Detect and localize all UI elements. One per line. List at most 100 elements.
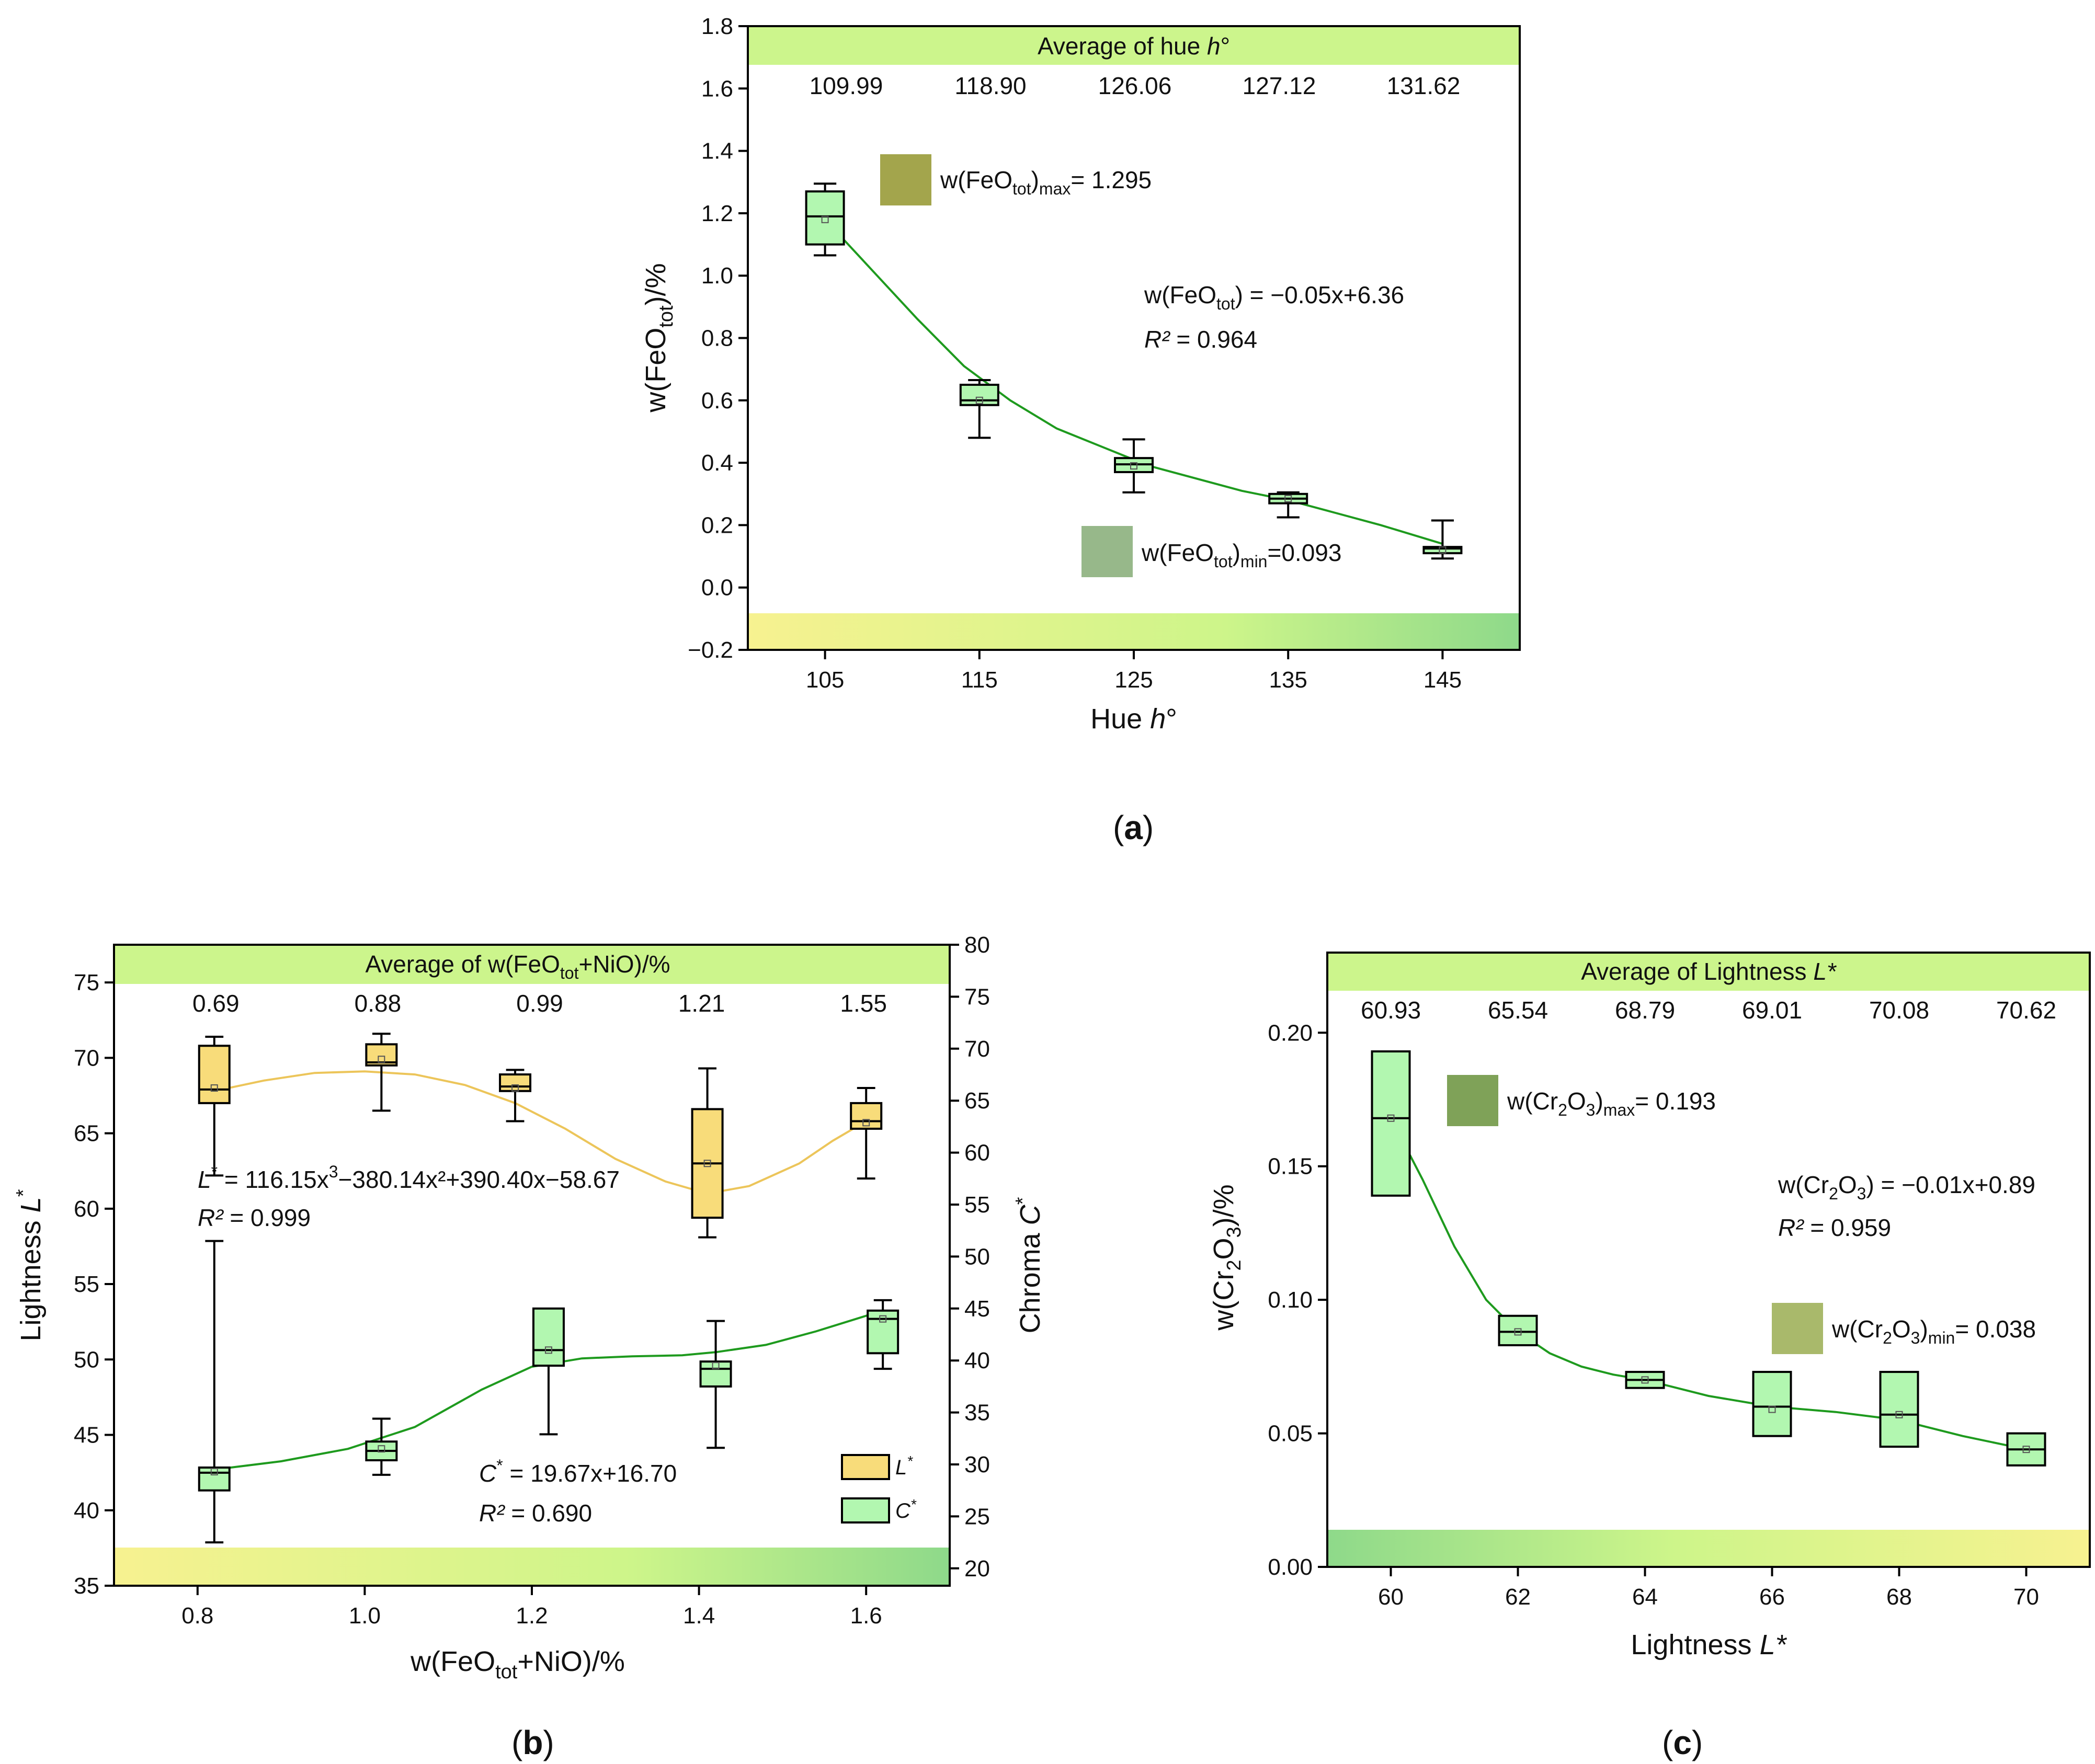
y-axis-label: w(FeOtot)/% (640, 263, 677, 413)
band-value: 0.88 (355, 990, 402, 1017)
box-plot (868, 1300, 898, 1369)
panel-label: (a) (1113, 809, 1154, 846)
band-bottom-gradient (748, 613, 1520, 650)
r-squared: R² = 0.959 (1778, 1214, 1891, 1241)
y-tick-label: 45 (74, 1423, 99, 1448)
y2-tick-label: 75 (964, 984, 990, 1010)
y2-tick-label: 35 (964, 1400, 990, 1426)
fit-line (825, 220, 1443, 544)
y2-tick-label: 40 (964, 1348, 990, 1373)
y-tick-label: 60 (74, 1196, 99, 1222)
x-tick-label: 105 (806, 667, 844, 693)
swatch-min (1081, 526, 1133, 577)
annot-min: w(Cr2O3)min= 0.038 (1831, 1315, 2036, 1347)
y2-tick-label: 20 (964, 1556, 990, 1582)
band-value: 118.90 (954, 72, 1026, 99)
box (1881, 1372, 1918, 1447)
y-tick-label: 0.0 (701, 575, 733, 601)
box-plot (2008, 1434, 2045, 1465)
box-plot (1881, 1372, 1918, 1447)
equation: w(Cr2O3) = −0.01x+0.89 (1778, 1171, 2035, 1203)
swatch-max (1447, 1075, 1498, 1126)
band-value: 126.06 (1098, 72, 1172, 99)
y-tick-label: 0.6 (701, 388, 733, 414)
box (199, 1046, 230, 1103)
x-tick-label: 70 (2013, 1584, 2039, 1610)
y2-tick-label: 25 (964, 1504, 990, 1529)
fit-line (1391, 1118, 2026, 1450)
y2-tick-label: 30 (964, 1452, 990, 1477)
y-tick-label: 1.6 (701, 76, 733, 101)
box (806, 191, 844, 244)
y-tick-label: 1.2 (701, 201, 733, 226)
box-plot (1499, 1316, 1537, 1345)
legend-swatch-l (842, 1455, 889, 1479)
x-tick-label: 64 (1632, 1584, 1658, 1610)
y-tick-label: 0.00 (1268, 1554, 1313, 1580)
x-tick-label: 145 (1424, 667, 1462, 693)
y-tick-label: 65 (74, 1121, 99, 1147)
x-tick-label: 115 (961, 667, 998, 693)
box (533, 1309, 564, 1366)
annot-min: w(FeOtot)min=0.093 (1141, 539, 1341, 571)
panel-a: Average of hue h° 109.99 118.90 126.06 127.… (640, 14, 1520, 846)
x-axis-label: w(FeOtot+NiO)/% (410, 1646, 625, 1683)
y2-tick-label: 50 (964, 1244, 990, 1269)
band-title: Average of Lightness L* (1581, 958, 1837, 985)
band-title: Average of w(FeOtot+NiO)/% (365, 950, 670, 982)
band-bottom-gradient (1327, 1530, 2090, 1567)
y2-tick-label: 45 (964, 1296, 990, 1322)
legend-label-c: C* (895, 1496, 917, 1522)
x-tick-label: 0.8 (181, 1603, 213, 1629)
band-value: 1.21 (678, 990, 725, 1017)
swatch-max (880, 154, 931, 205)
panel-c: Average of Lightness L* 60.93 65.54 68.79 6… (1208, 953, 2090, 1761)
equation-l: L* = 116.15x3−380.14x²+390.40x−58.67 (198, 1162, 620, 1193)
band-value: 1.55 (840, 990, 887, 1017)
y-tick-label: 0.20 (1268, 1020, 1313, 1046)
equation: w(FeOtot) = −0.05x+6.36 (1144, 281, 1404, 313)
legend-label-l: L* (895, 1453, 913, 1479)
x-tick-label: 68 (1886, 1584, 1912, 1610)
band-value: 131.62 (1387, 72, 1461, 99)
box-plot (1372, 1051, 1410, 1196)
x-tick-label: 1.6 (850, 1603, 882, 1629)
band-value: 70.62 (1996, 996, 2056, 1024)
box-plot (533, 1309, 564, 1435)
band-value: 70.08 (1869, 996, 1929, 1024)
y-tick-label: 1.8 (701, 14, 733, 39)
band-value: 68.79 (1615, 996, 1675, 1024)
box-plot (1269, 492, 1307, 518)
y-tick-label: 35 (74, 1573, 99, 1599)
x-tick-label: 135 (1269, 667, 1307, 693)
y-axis-label: Lightness L* (13, 1189, 47, 1341)
band-title: Average of hue h° (1038, 32, 1230, 60)
y-tick-label: 70 (74, 1045, 99, 1071)
y2-tick-label: 70 (964, 1036, 990, 1062)
box-plot (500, 1070, 530, 1121)
y-tick-label: 0.4 (701, 450, 733, 476)
box (500, 1074, 530, 1091)
box (1499, 1316, 1537, 1345)
y-tick-label: 50 (74, 1347, 99, 1372)
box (1372, 1051, 1410, 1196)
y2-tick-label: 55 (964, 1192, 990, 1218)
y-tick-label: 1.0 (701, 263, 733, 289)
r-squared: R² = 0.964 (1144, 326, 1257, 353)
y-tick-label: 1.4 (701, 139, 733, 164)
box-plot (1626, 1372, 1664, 1388)
frame (748, 26, 1520, 650)
figure: Average of hue h° 109.99 118.90 126.06 127.… (0, 0, 2095, 1764)
box-plot (806, 184, 844, 255)
box (701, 1361, 731, 1387)
r-squared-l: R² = 0.999 (198, 1204, 311, 1231)
y-tick-label: 0.10 (1268, 1287, 1313, 1313)
equation-c: C* = 19.67x+16.70 (479, 1456, 677, 1487)
y-tick-label: 0.2 (701, 512, 733, 538)
y-tick-label: 0.8 (701, 326, 733, 351)
band-value: 0.69 (192, 990, 240, 1017)
y-tick-label: −0.2 (688, 637, 733, 663)
y-tick-label: 0.15 (1268, 1154, 1313, 1179)
annot-max: w(Cr2O3)max= 0.193 (1507, 1087, 1716, 1119)
box-plot (199, 1037, 230, 1175)
